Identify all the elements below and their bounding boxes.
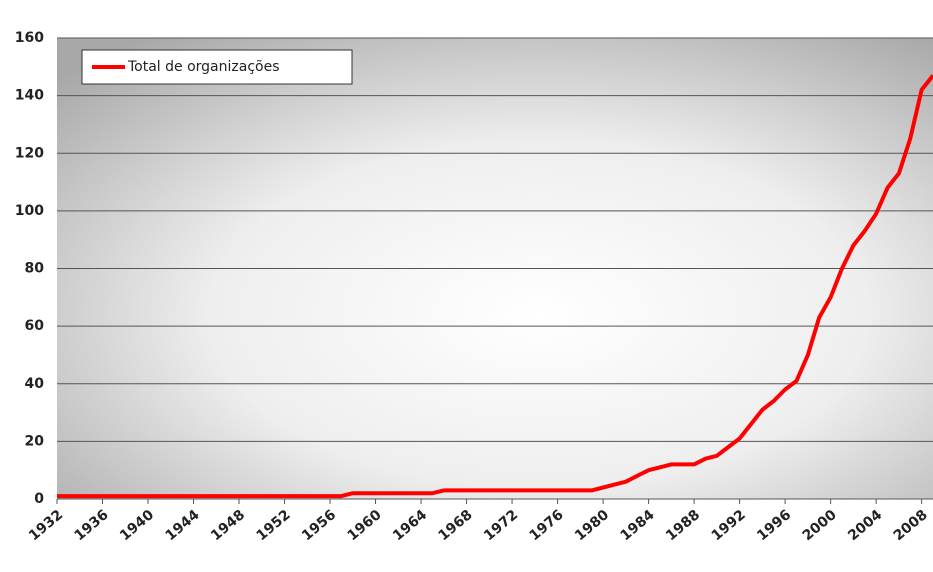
x-tick-label: 2008 — [891, 507, 931, 544]
x-tick-label: 1976 — [527, 507, 567, 544]
x-tick-label: 1972 — [481, 507, 521, 544]
y-tick-label: 140 — [15, 88, 44, 104]
y-tick-label: 0 — [34, 491, 44, 507]
x-tick-label: 1980 — [572, 507, 612, 544]
y-tick-label: 60 — [25, 318, 45, 334]
x-tick-label: 1952 — [254, 507, 294, 544]
x-tick-label: 1948 — [208, 507, 248, 544]
x-tick-label: 1996 — [754, 507, 794, 544]
x-tick-label: 1964 — [390, 507, 430, 544]
legend-label: Total de organizações — [127, 59, 280, 75]
x-tick-label: 1960 — [345, 507, 385, 544]
x-tick-label: 1932 — [26, 507, 66, 544]
data-line — [57, 74, 933, 499]
x-tick-label: 1984 — [618, 507, 658, 544]
y-tick-label: 80 — [25, 261, 45, 277]
x-tick-label: 1968 — [436, 507, 476, 544]
y-tick-label: 160 — [15, 30, 44, 46]
x-tick-label: 2000 — [800, 507, 840, 544]
x-tick-label: 1940 — [117, 507, 157, 544]
x-tick-label: 1992 — [709, 507, 749, 544]
y-tick-label: 100 — [15, 203, 44, 219]
x-tick-label: 1944 — [163, 507, 203, 544]
x-tick-label: 1956 — [299, 507, 339, 544]
x-tick-label: 2004 — [845, 507, 885, 544]
y-tick-label: 20 — [25, 433, 45, 449]
y-tick-label: 40 — [25, 376, 45, 392]
legend-box — [81, 49, 353, 85]
x-tick-label: 1988 — [663, 507, 703, 544]
legend: Total de organizações — [81, 49, 353, 85]
y-tick-label: 120 — [15, 145, 44, 161]
x-tick-label: 1936 — [72, 507, 112, 544]
